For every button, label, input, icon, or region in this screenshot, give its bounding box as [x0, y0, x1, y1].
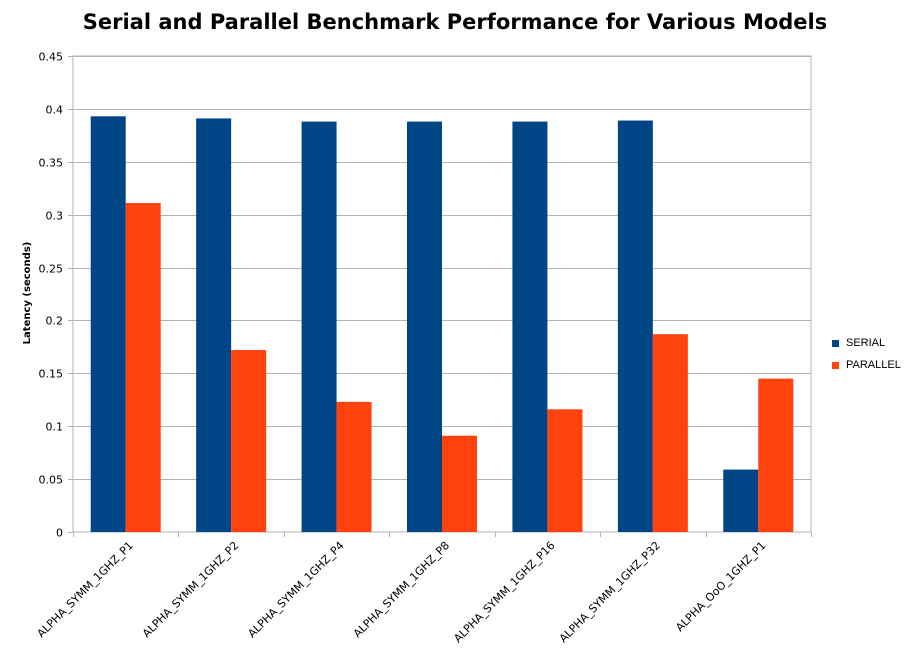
bars — [90, 116, 794, 533]
bar-parallel-2 — [336, 401, 372, 532]
y-tick-label: 0.3 — [46, 210, 64, 223]
legend-label-parallel: PARALLEL — [846, 359, 901, 371]
y-tick-label: 0.1 — [46, 421, 64, 434]
chart-title: Serial and Parallel Benchmark Performanc… — [82, 10, 828, 34]
bar-serial-6 — [723, 469, 759, 532]
bar-parallel-5 — [652, 334, 688, 532]
bar-serial-0 — [90, 116, 126, 532]
legend: SERIAL PARALLEL — [832, 332, 901, 376]
y-axis-label: Latency (seconds) — [22, 242, 33, 345]
legend-swatch-parallel — [832, 361, 839, 369]
x-tick-label: ALPHA_OoO_1GHZ_P1 — [673, 539, 768, 634]
bar-parallel-3 — [442, 435, 477, 532]
y-tick-label: 0.35 — [39, 157, 64, 170]
y-tick-label: 0.25 — [39, 263, 64, 276]
bar-serial-2 — [301, 121, 337, 533]
y-tick-label: 0.15 — [39, 368, 64, 381]
y-tick-label: 0.05 — [39, 474, 64, 487]
bar-serial-1 — [196, 118, 232, 533]
y-tick-label: 0.4 — [46, 104, 64, 117]
y-tick-label: 0 — [56, 527, 63, 540]
bar-parallel-6 — [758, 378, 794, 532]
y-tick-label: 0.2 — [46, 315, 64, 328]
bar-parallel-4 — [547, 409, 583, 532]
bar-parallel-1 — [231, 350, 267, 532]
x-tick-label: ALPHA_SYMM_1GHZ_P2 — [140, 539, 241, 640]
bar-serial-4 — [512, 121, 548, 533]
bar-serial-5 — [617, 120, 653, 532]
bar-parallel-0 — [125, 203, 161, 532]
legend-item-serial: SERIAL — [832, 332, 901, 354]
legend-item-parallel: PARALLEL — [832, 354, 901, 376]
y-tick-label: 0.45 — [39, 51, 64, 64]
legend-swatch-serial — [832, 339, 839, 347]
x-tick-label: ALPHA_SYMM_1GHZ_P32 — [557, 539, 663, 645]
bar-serial-3 — [407, 121, 442, 533]
x-tick-label: ALPHA_SYMM_1GHZ_P1 — [35, 539, 136, 640]
legend-label-serial: SERIAL — [846, 337, 886, 349]
x-tick-label: ALPHA_SYMM_1GHZ_P4 — [245, 539, 346, 640]
x-tick-label: ALPHA_SYMM_1GHZ_P16 — [451, 539, 557, 645]
x-tick-label: ALPHA_SYMM_1GHZ_P8 — [351, 539, 452, 640]
